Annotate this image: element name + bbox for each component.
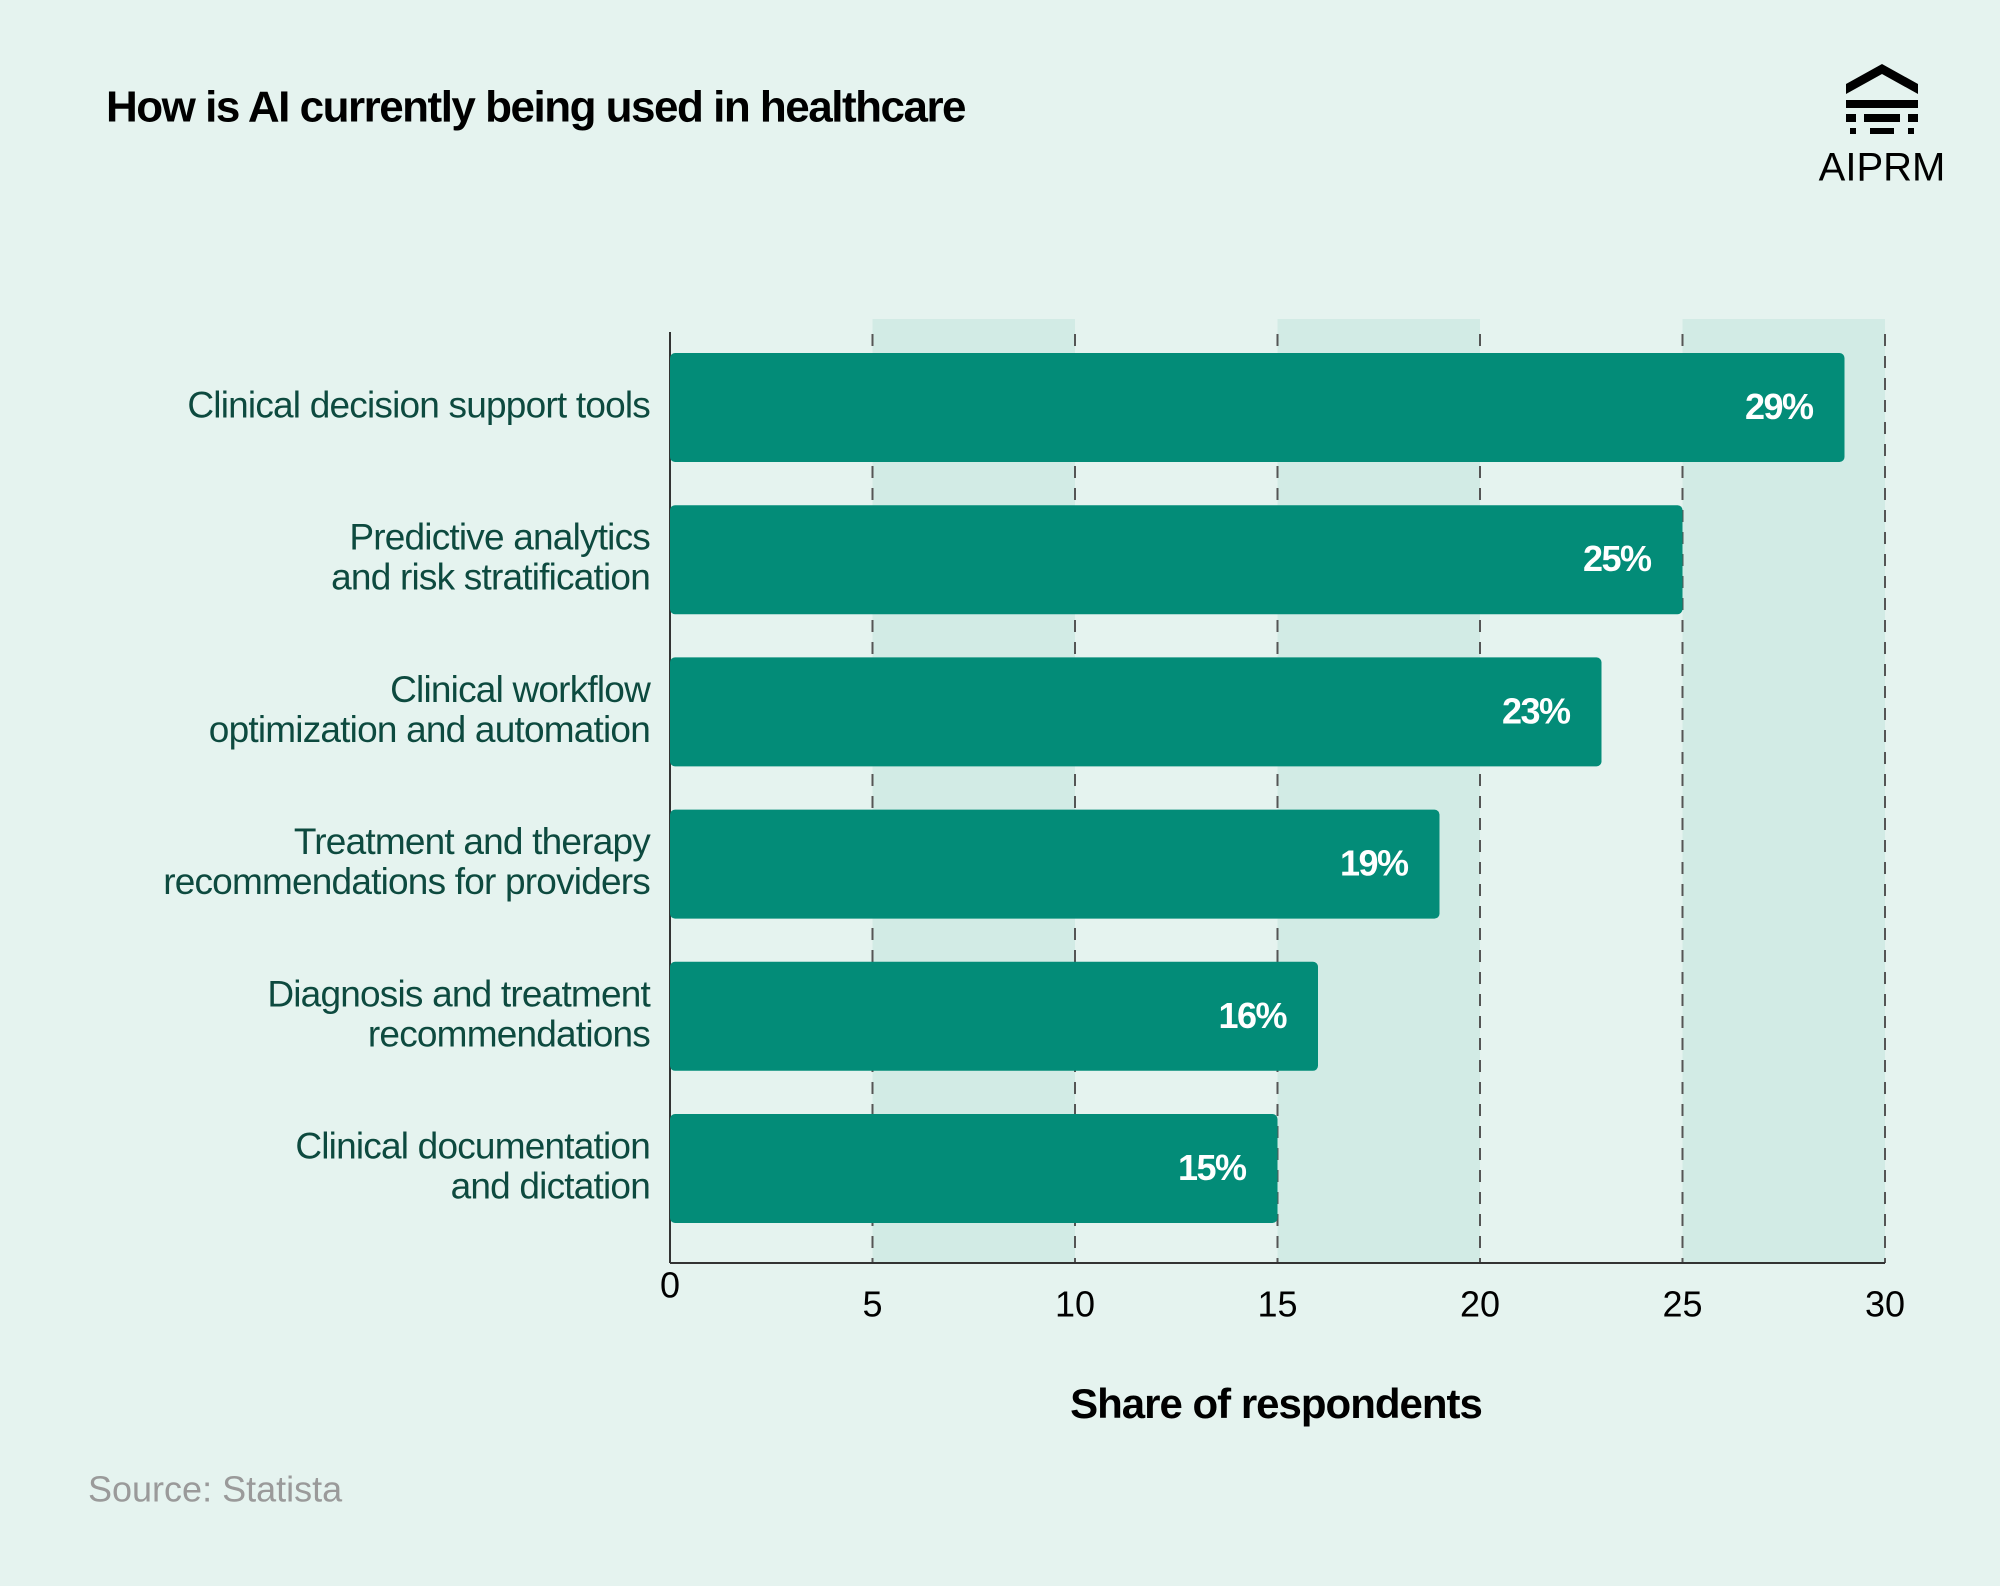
value-label: 16% [1218, 995, 1287, 1036]
band [872, 319, 1075, 1263]
logo-icon [1846, 64, 1918, 134]
category-label: Treatment and therapy recommendations for… [163, 821, 651, 902]
bar [670, 809, 1440, 919]
band [1682, 319, 1885, 1263]
bar [670, 657, 1602, 767]
brand: AIPRM [1819, 146, 1946, 190]
x-tick-label: 10 [1055, 1284, 1095, 1325]
bar [670, 961, 1318, 1071]
bar [670, 505, 1683, 615]
x-tick-label: 20 [1460, 1284, 1500, 1325]
bar [670, 1114, 1278, 1223]
category-label: Clinical documentation and dictation [295, 1125, 650, 1206]
x-tick-label: 0 [660, 1265, 680, 1306]
x-tick-label: 25 [1662, 1284, 1702, 1325]
chart-title: How is AI currently being used in health… [106, 83, 965, 132]
category-label: Clinical workflow optimization and automa… [209, 669, 651, 750]
source: Source: Statista [88, 1469, 343, 1510]
category-label: Predictive analytics and risk stratificat… [331, 516, 650, 597]
category-label: Diagnosis and treatment recommendations [267, 973, 651, 1054]
x-tick-label: 15 [1257, 1284, 1297, 1325]
category-label: Clinical decision support tools [187, 384, 650, 425]
value-label: 25% [1583, 538, 1652, 579]
value-label: 29% [1745, 386, 1814, 427]
bar [670, 353, 1845, 462]
value-label: 23% [1502, 690, 1571, 731]
value-label: 19% [1340, 843, 1409, 884]
x-tick-label: 5 [862, 1284, 882, 1325]
x-axis-label: Share of respondents [1070, 1380, 1482, 1427]
band [1277, 319, 1480, 1263]
x-tick-label: 30 [1865, 1284, 1905, 1325]
value-label: 15% [1178, 1147, 1247, 1188]
